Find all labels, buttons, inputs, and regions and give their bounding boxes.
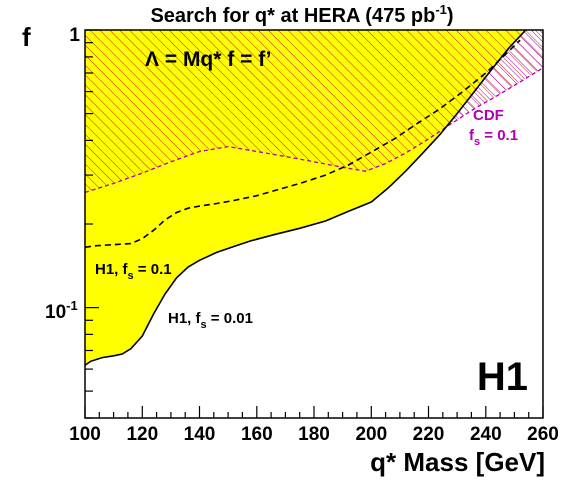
- y-tick-label-1: 1: [69, 25, 80, 46]
- x-tick-label: 140: [184, 424, 216, 445]
- x-tick-label: 260: [527, 424, 559, 445]
- y-axis-label: f: [22, 22, 31, 52]
- x-tick-label: 160: [241, 424, 273, 445]
- h1-experiment-logo: H1: [477, 355, 528, 399]
- cdf-fs-label: fs = 0.1: [469, 127, 518, 148]
- x-tick-label: 180: [298, 424, 330, 445]
- tick-layer: 100 120 140 160 180 200 220 240 260: [69, 29, 559, 445]
- x-tick-label: 220: [413, 424, 445, 445]
- h1-fs-0.01-limit-line: [85, 30, 527, 366]
- y-tick-label-0.1: 10-1: [45, 298, 78, 323]
- x-tick-label: 100: [69, 424, 101, 445]
- x-tick-label: 240: [470, 424, 502, 445]
- lambda-annotation: Λ = Mq* f = f’: [145, 48, 271, 71]
- x-tick-label: 200: [355, 424, 387, 445]
- h1-fs-0.1-label: H1, fs = 0.1: [95, 261, 172, 282]
- x-axis-label: q* Mass [GeV]: [370, 447, 545, 477]
- cdf-excluded-hatch: [85, 30, 543, 193]
- cdf-label: CDF: [473, 107, 504, 124]
- h1-fs-0.01-label: H1, fs = 0.01: [168, 310, 253, 331]
- h1-fs-0.1-limit-line: [85, 39, 521, 248]
- fill-layer: [85, 30, 543, 366]
- line-layer: [85, 30, 543, 366]
- chart-title: Search for q* at HERA (475 pb-1): [150, 2, 453, 27]
- x-tick-label: 120: [126, 424, 158, 445]
